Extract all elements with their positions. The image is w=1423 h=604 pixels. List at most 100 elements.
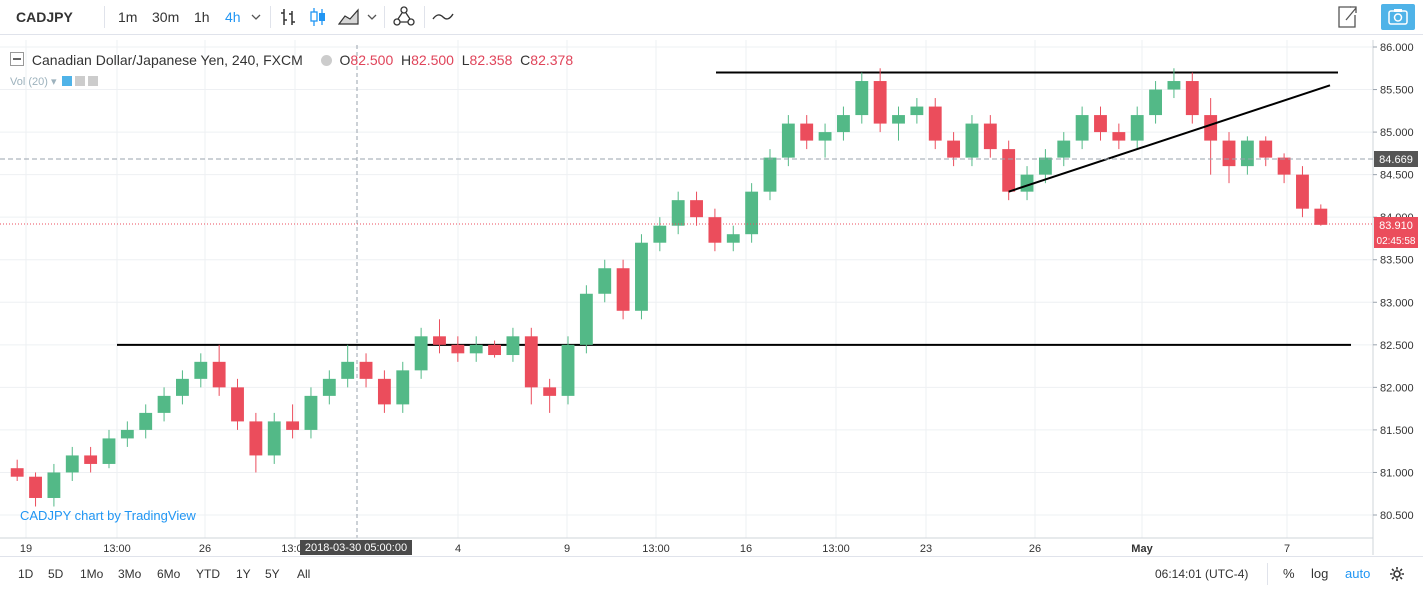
candle[interactable]: [579, 285, 593, 354]
range-3mo[interactable]: 3Mo: [118, 567, 142, 581]
candle[interactable]: [433, 319, 446, 354]
candle[interactable]: [947, 132, 961, 167]
candle[interactable]: [488, 340, 501, 358]
candle[interactable]: [781, 115, 795, 167]
candle[interactable]: [1167, 68, 1181, 99]
candle[interactable]: [653, 217, 667, 252]
symbol-label[interactable]: CADJPY: [16, 9, 73, 25]
candle[interactable]: [10, 459, 24, 481]
range-1d[interactable]: 1D: [18, 567, 34, 581]
candle[interactable]: [139, 404, 153, 439]
area-chart-icon[interactable]: [337, 0, 360, 34]
candle[interactable]: [983, 115, 997, 158]
camera-button[interactable]: [1381, 4, 1415, 30]
candle[interactable]: [892, 106, 905, 141]
candle[interactable]: [1296, 166, 1309, 218]
candle[interactable]: [469, 336, 483, 362]
candle[interactable]: [84, 446, 98, 473]
legend-collapse-icon[interactable]: [10, 52, 24, 66]
candle[interactable]: [1204, 98, 1218, 175]
candle[interactable]: [176, 370, 189, 405]
candle[interactable]: [212, 344, 226, 396]
candle[interactable]: [855, 72, 869, 124]
candle[interactable]: [690, 191, 703, 226]
range-1y[interactable]: 1Y: [236, 567, 251, 581]
volume-dropdown-icon[interactable]: ▾: [50, 76, 57, 88]
candle[interactable]: [616, 259, 630, 320]
percent-toggle[interactable]: %: [1283, 566, 1295, 581]
candle[interactable]: [1185, 72, 1199, 124]
candles-icon[interactable]: [309, 0, 327, 34]
ascending-support-trendline[interactable]: [1008, 84, 1331, 193]
chart-type-dropdown-icon[interactable]: [366, 0, 378, 34]
bar-chart-icon[interactable]: [280, 0, 298, 34]
candle[interactable]: [726, 225, 740, 252]
volume-visibility-icon[interactable]: [61, 76, 72, 86]
volume-remove-icon[interactable]: [87, 76, 98, 86]
range-6mo[interactable]: 6Mo: [157, 567, 181, 581]
candle[interactable]: [1277, 153, 1291, 184]
timeframe-1m[interactable]: 1m: [118, 9, 138, 25]
candle[interactable]: [837, 106, 850, 141]
candle[interactable]: [543, 378, 557, 413]
candle[interactable]: [120, 421, 134, 447]
settings-gear-icon[interactable]: [1390, 557, 1404, 591]
volume-indicator-label[interactable]: Vol (20) ▾: [10, 75, 98, 88]
candle[interactable]: [635, 234, 648, 320]
log-toggle[interactable]: log: [1311, 566, 1329, 581]
timeframe-dropdown-icon[interactable]: [250, 0, 262, 34]
candle[interactable]: [1259, 136, 1273, 167]
candle[interactable]: [451, 336, 465, 362]
candle[interactable]: [157, 387, 171, 422]
candle[interactable]: [322, 370, 336, 405]
timeframe-4h[interactable]: 4h: [225, 9, 241, 25]
range-all[interactable]: All: [297, 567, 311, 581]
candle[interactable]: [1057, 132, 1071, 167]
range-5d[interactable]: 5D: [48, 567, 64, 581]
candle[interactable]: [286, 404, 300, 439]
indicators-icon[interactable]: [392, 0, 416, 34]
candle[interactable]: [1002, 140, 1016, 201]
candle[interactable]: [359, 353, 373, 388]
candle[interactable]: [818, 123, 832, 158]
tradingview-attribution[interactable]: CADJPY chart by TradingView: [20, 508, 196, 523]
candle[interactable]: [1112, 123, 1126, 150]
candle[interactable]: [965, 115, 979, 167]
candle[interactable]: [377, 370, 391, 413]
candle[interactable]: [598, 259, 612, 303]
timeframe-1h[interactable]: 1h: [194, 9, 210, 25]
candle[interactable]: [873, 68, 887, 133]
candle[interactable]: [506, 327, 520, 362]
candle[interactable]: [341, 344, 355, 388]
candle[interactable]: [1130, 106, 1144, 150]
candle[interactable]: [1314, 204, 1328, 226]
candle[interactable]: [1222, 132, 1236, 184]
volume-settings-icon[interactable]: [74, 76, 85, 86]
candle[interactable]: [561, 336, 575, 405]
candle[interactable]: [763, 149, 777, 201]
candle[interactable]: [47, 463, 61, 507]
candle[interactable]: [800, 115, 814, 150]
candle[interactable]: [910, 98, 924, 124]
clock-label[interactable]: 06:14:01 (UTC-4): [1155, 567, 1249, 581]
timeframe-30m[interactable]: 30m: [152, 9, 180, 25]
candle[interactable]: [396, 361, 410, 413]
candle[interactable]: [231, 378, 244, 430]
candle[interactable]: [249, 412, 263, 473]
range-ytd[interactable]: YTD: [196, 567, 220, 581]
candle[interactable]: [1075, 106, 1089, 150]
candle[interactable]: [1094, 106, 1107, 141]
candle[interactable]: [267, 412, 281, 464]
candle[interactable]: [524, 327, 538, 405]
candle[interactable]: [1038, 149, 1052, 184]
candle[interactable]: [414, 327, 428, 379]
auto-toggle[interactable]: auto: [1345, 566, 1371, 581]
candle[interactable]: [194, 353, 208, 388]
candle[interactable]: [1240, 136, 1254, 175]
candle[interactable]: [102, 429, 116, 469]
legend-settings-icon[interactable]: [320, 55, 332, 66]
candle[interactable]: [29, 472, 42, 507]
candle[interactable]: [928, 98, 942, 150]
range-5y[interactable]: 5Y: [265, 567, 280, 581]
range-1mo[interactable]: 1Mo: [80, 567, 104, 581]
